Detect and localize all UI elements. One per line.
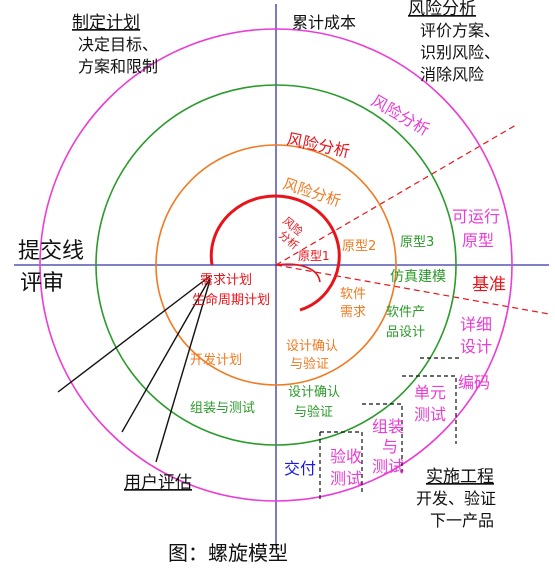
implementation-title: 实施工程 bbox=[426, 467, 494, 487]
pointer-line-3 bbox=[155, 279, 211, 463]
plan-title: 制定计划 bbox=[72, 13, 140, 33]
ring-green bbox=[95, 84, 457, 446]
design-verification-outer-1: 设计确认 bbox=[288, 385, 340, 400]
dashed-line-lower bbox=[275, 264, 550, 315]
risk-title: 风险分析 bbox=[408, 0, 476, 19]
integration-and-test: 组装与测试 bbox=[190, 401, 255, 416]
risk-line-1: 评价方案、 bbox=[420, 21, 500, 40]
design-verification-inner-1: 设计确认 bbox=[286, 339, 338, 354]
review-label: 评审 bbox=[20, 271, 64, 296]
design-verification-outer-2: 与验证 bbox=[294, 404, 333, 420]
detailed-design-2: 设计 bbox=[460, 337, 492, 356]
risk-line-3: 消除风险 bbox=[420, 65, 484, 84]
implementation-line-2: 下一产品 bbox=[430, 511, 494, 530]
pointer-line-1 bbox=[57, 275, 211, 393]
baseline: 基准 bbox=[472, 275, 506, 295]
implementation-line-1: 开发、验证 bbox=[416, 489, 496, 508]
risk-line-2: 识别风险、 bbox=[420, 43, 500, 62]
coding: 编码 bbox=[458, 373, 490, 392]
operational-prototype-1: 可运行 bbox=[452, 207, 500, 226]
assembly-test-3: 测试 bbox=[372, 457, 404, 476]
product-design-1: 软件产 bbox=[386, 305, 425, 320]
step-dividers bbox=[319, 357, 460, 500]
prototype-2: 原型2 bbox=[342, 239, 376, 254]
risk-analysis-mid: 风险分析 bbox=[285, 129, 352, 161]
prototype-3: 原型3 bbox=[400, 235, 434, 250]
operational-prototype-2: 原型 bbox=[462, 231, 494, 250]
ring-orange bbox=[155, 144, 397, 386]
acceptance-test-1: 验收 bbox=[330, 447, 362, 466]
software-requirements-2: 需求 bbox=[340, 305, 366, 320]
simulation-modeling: 仿真建模 bbox=[390, 269, 446, 285]
risk-analysis-inner: 风险分析 bbox=[281, 175, 344, 211]
figure-caption: 图：螺旋模型 bbox=[168, 541, 288, 565]
user-evaluation-label: 用户评估 bbox=[124, 473, 192, 493]
plan-line-2: 方案和限制 bbox=[78, 57, 158, 76]
spiral-core-red bbox=[209, 194, 341, 312]
prototype-1: 原型1 bbox=[298, 249, 330, 263]
acceptance-test-2: 测试 bbox=[330, 469, 362, 488]
design-verification-inner-2: 与验证 bbox=[290, 356, 329, 372]
pointer-line-2 bbox=[121, 277, 211, 433]
software-requirements-1: 软件 bbox=[340, 287, 366, 302]
spiral-inner-small bbox=[275, 263, 321, 283]
detailed-design-1: 详细 bbox=[460, 315, 492, 334]
dashed-line-upper bbox=[275, 124, 517, 266]
product-design-2: 品设计 bbox=[386, 325, 425, 340]
assembly-test-2: 与 bbox=[382, 437, 398, 456]
delivery: 交付 bbox=[284, 459, 316, 478]
cumulative-cost: 累计成本 bbox=[292, 13, 356, 32]
unit-test-2: 测试 bbox=[414, 405, 446, 424]
assembly-test-1: 组装 bbox=[372, 417, 404, 436]
lifecycle-plan: 生命周期计划 bbox=[192, 292, 270, 308]
requirements-plan: 需求计划 bbox=[200, 273, 252, 288]
plan-line-1: 决定目标、 bbox=[78, 35, 158, 54]
unit-test-1: 单元 bbox=[414, 383, 446, 402]
risk-analysis-outer: 风险分析 bbox=[368, 91, 433, 139]
ring-magenta bbox=[39, 28, 513, 502]
development-plan: 开发计划 bbox=[190, 352, 242, 368]
submission-line-label: 提交线 bbox=[18, 239, 84, 264]
